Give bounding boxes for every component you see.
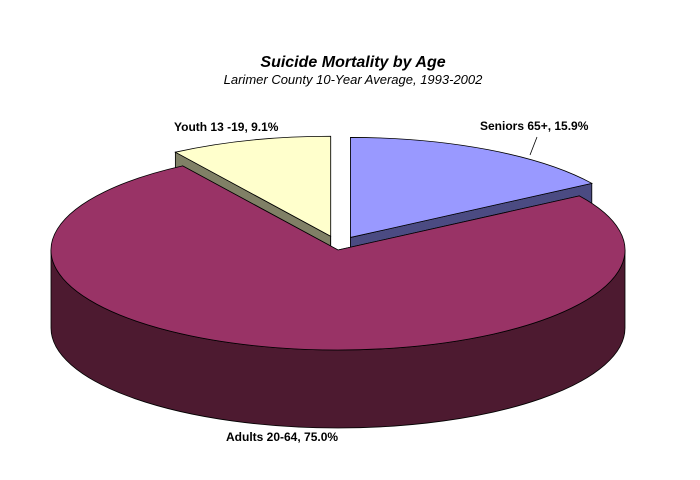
pie-slices <box>50 135 626 429</box>
slice-seniors-65-top <box>350 137 593 238</box>
pie-labels: Seniors 65+, 15.9% Adults 20-64, 75.0% You… <box>174 119 589 444</box>
chart-subtitle: Larimer County 10-Year Average, 1993-200… <box>224 72 483 87</box>
slice-adults-20-64 <box>50 165 626 429</box>
label-seniors-65: Seniors 65+, 15.9% <box>480 119 589 133</box>
slice-youth-13-19-top <box>174 135 332 237</box>
seniors-leader-line <box>529 136 538 156</box>
slice-adults-20-64-top <box>50 165 626 351</box>
chart-title: Suicide Mortality by Age <box>260 54 445 71</box>
label-youth-13-19: Youth 13 -19, 9.1% <box>174 120 279 134</box>
label-adults-20-64: Adults 20-64, 75.0% <box>226 430 338 444</box>
